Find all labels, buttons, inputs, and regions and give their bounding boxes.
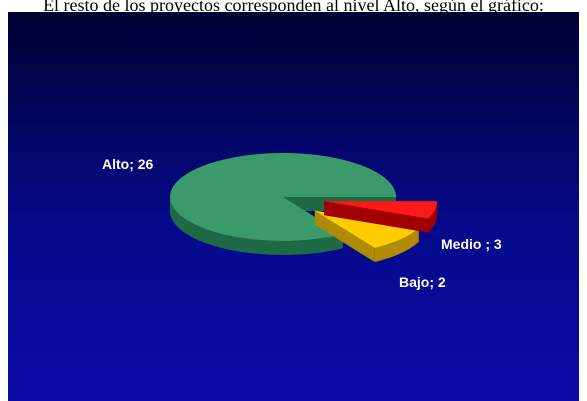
slice-side-bajo: [427, 201, 438, 233]
top-caption: El resto de los proyectos corresponden a…: [43, 0, 544, 12]
slice-side-alto: [170, 197, 343, 255]
slice-alto: [169, 153, 396, 255]
slice-top-bajo: [324, 201, 438, 219]
slice-medio: [314, 210, 419, 263]
slice-label-bajo: Bajo; 2: [399, 274, 446, 290]
chart-panel: Alto; 26 Medio ; 3 Bajo; 2: [8, 12, 579, 401]
slice-top-alto: [169, 153, 396, 241]
slice-top-medio: [314, 210, 419, 249]
slice-label-medio: Medio ; 3: [441, 236, 502, 252]
slice-label-alto: Alto; 26: [102, 156, 154, 172]
slice-bajo: [324, 201, 438, 233]
pie-chart: Alto; 26 Medio ; 3 Bajo; 2: [8, 12, 579, 401]
labels-layer: Alto; 26 Medio ; 3 Bajo; 2: [102, 156, 502, 290]
slices-layer: [169, 153, 438, 263]
